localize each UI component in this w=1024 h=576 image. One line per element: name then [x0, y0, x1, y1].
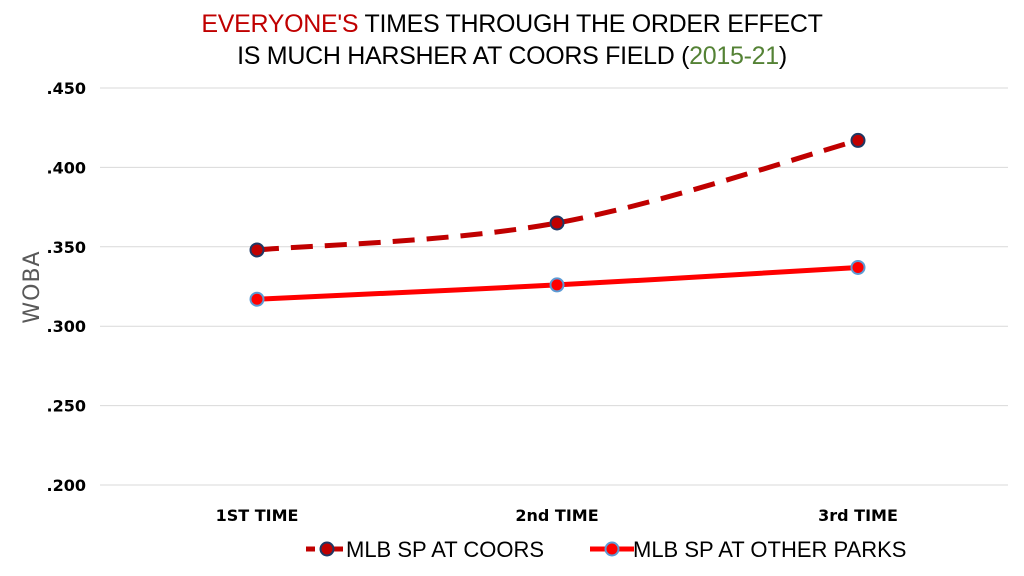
- legend: MLB SP AT COORS MLB SP AT OTHER PARKS: [306, 537, 906, 562]
- y-axis-tick-labels: .450 .400 .350 .300 .250 .200: [47, 79, 86, 495]
- data-series: [249, 132, 866, 307]
- legend-marker-swatch: [319, 541, 335, 557]
- chart-title-line-2: IS MUCH HARSHER AT COORS FIELD (2015-21): [237, 42, 787, 70]
- title-part: 2015-21: [689, 42, 779, 70]
- data-point-marker: [249, 291, 265, 307]
- data-point-marker: [549, 277, 565, 293]
- y-tick-label: .250: [47, 397, 86, 416]
- legend-label: MLB SP AT OTHER PARKS: [633, 537, 906, 562]
- chart-title-line-1: EVERYONE'S TIMES THROUGH THE ORDER EFFEC…: [201, 10, 822, 38]
- title-part: TIMES THROUGH THE ORDER EFFECT: [358, 10, 822, 38]
- data-point-marker: [850, 259, 866, 275]
- y-tick-label: .200: [47, 476, 86, 495]
- x-category-label: 2nd TIME: [515, 506, 598, 525]
- y-tick-label: .450: [47, 79, 86, 98]
- series-line: [256, 137, 859, 253]
- legend-label: MLB SP AT COORS: [346, 537, 544, 562]
- y-tick-label: .300: [47, 317, 86, 336]
- data-point-marker: [850, 132, 866, 148]
- title-part: EVERYONE'S: [201, 10, 358, 38]
- y-axis-title: WOBA: [20, 250, 45, 323]
- x-category-label: 3rd TIME: [818, 506, 898, 525]
- data-point-marker: [249, 242, 265, 258]
- title-part: IS MUCH HARSHER AT COORS FIELD (: [237, 42, 690, 70]
- legend-marker-swatch: [604, 541, 620, 557]
- data-point-marker: [549, 215, 565, 231]
- title-part: ): [779, 42, 787, 70]
- x-axis-category-labels: 1ST TIME 2nd TIME 3rd TIME: [216, 506, 898, 525]
- y-tick-label: .400: [47, 158, 86, 177]
- y-tick-label: .350: [47, 238, 86, 257]
- x-category-label: 1ST TIME: [216, 506, 299, 525]
